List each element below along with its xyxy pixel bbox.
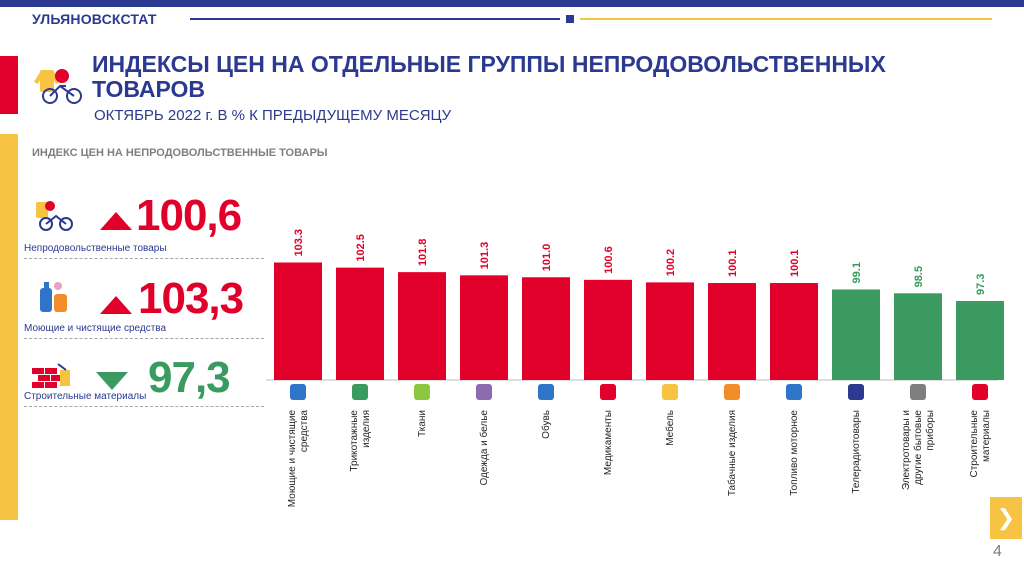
detergent-bottles-icon xyxy=(40,282,67,312)
summary-label-building: Строительные материалы xyxy=(24,391,147,402)
summary-value-nonfood: 100,6 xyxy=(136,191,242,240)
bar xyxy=(646,282,694,380)
cigarette-icon xyxy=(724,384,740,400)
price-index-bar-chart: 103.3 Моющие и чистящиесредства 102.5 Трико… xyxy=(266,229,1004,508)
category-label: Медикаменты xyxy=(603,410,614,475)
summary-divider xyxy=(24,338,264,339)
data-label: 101.0 xyxy=(541,244,553,272)
furniture-icon xyxy=(662,384,678,400)
category-label: Электротовары идругие бытовыеприборы xyxy=(901,410,936,491)
bar xyxy=(398,272,446,380)
page-number: 4 xyxy=(993,543,1002,560)
tv-icon xyxy=(848,384,864,400)
dress-icon xyxy=(476,384,492,400)
bicycle-toys-icon xyxy=(36,201,73,231)
data-label: 103.3 xyxy=(293,229,305,257)
summary-label-detergents: Моющие и чистящие средства xyxy=(24,323,167,334)
category-label: Телерадиотовары xyxy=(851,410,862,494)
shopping-goods-icon xyxy=(34,69,82,104)
data-label: 100.2 xyxy=(665,249,677,277)
bar xyxy=(708,283,756,380)
summary-divider xyxy=(24,258,264,259)
bar xyxy=(274,262,322,380)
brand-name: УЛЬЯНОВСКСТАТ xyxy=(32,11,157,27)
category-label: Ткани xyxy=(417,410,428,437)
bar xyxy=(956,301,1004,380)
title-accent-bar xyxy=(0,56,18,114)
detergent-icon xyxy=(290,384,306,400)
header-square xyxy=(566,15,574,23)
increase-arrow-icon xyxy=(100,296,132,314)
bar xyxy=(584,279,632,380)
fuel-canister-icon xyxy=(786,384,802,400)
bar xyxy=(832,289,880,380)
bricks-icon xyxy=(972,384,988,400)
bar xyxy=(770,283,818,380)
data-label: 99.1 xyxy=(851,262,863,283)
category-label: Табачные изделия xyxy=(726,410,738,496)
category-label: Обувь xyxy=(540,410,552,439)
data-label: 100.1 xyxy=(727,250,739,278)
bar xyxy=(522,277,570,380)
data-label: 97.3 xyxy=(975,274,987,295)
header-line-yellow xyxy=(580,18,992,20)
appliances-icon xyxy=(910,384,926,400)
top-bar xyxy=(0,0,1024,7)
category-label: Строительныематериалы xyxy=(969,410,992,478)
page-subtitle: ОКТЯБРЬ 2022 г. В % К ПРЕДЫДУЩЕМУ МЕСЯЦУ xyxy=(94,107,452,124)
bar xyxy=(894,293,942,380)
header-line-blue xyxy=(190,18,560,20)
summary-value-building: 97,3 xyxy=(148,353,231,402)
summary-label-nonfood: Непродовольственные товары xyxy=(24,243,167,254)
summary-value-detergents: 103,3 xyxy=(138,274,244,323)
data-label: 98.5 xyxy=(913,266,925,287)
data-label: 101.3 xyxy=(479,242,491,270)
summary-divider xyxy=(24,406,264,407)
next-slide-button[interactable]: ❯ xyxy=(990,497,1022,539)
category-label: Мебель xyxy=(664,410,676,446)
bar xyxy=(460,275,508,380)
brick-wall-icon xyxy=(32,363,70,388)
category-label: Моющие и чистящиесредства xyxy=(287,410,310,508)
category-label: Трикотажныеизделия xyxy=(349,410,372,472)
bar xyxy=(336,267,384,380)
page-title: ИНДЕКСЫ ЦЕН НА ОТДЕЛЬНЫЕ ГРУППЫ НЕПРОДОВ… xyxy=(92,51,886,102)
data-label: 102.5 xyxy=(355,234,367,262)
category-label: Топливо моторное xyxy=(789,410,800,496)
sweater-icon xyxy=(352,384,368,400)
data-label: 100.6 xyxy=(603,246,615,274)
data-label: 100.1 xyxy=(789,250,801,278)
side-accent-bar xyxy=(0,134,18,520)
decrease-arrow-icon xyxy=(96,372,128,390)
data-label: 101.8 xyxy=(417,239,429,267)
category-label: Одежда и белье xyxy=(478,410,490,486)
medicine-icon xyxy=(600,384,616,400)
fabric-icon xyxy=(414,384,430,400)
shoe-icon xyxy=(538,384,554,400)
section-label: ИНДЕКС ЦЕН НА НЕПРОДОВОЛЬСТВЕННЫЕ ТОВАРЫ xyxy=(32,147,328,159)
increase-arrow-icon xyxy=(100,212,132,230)
